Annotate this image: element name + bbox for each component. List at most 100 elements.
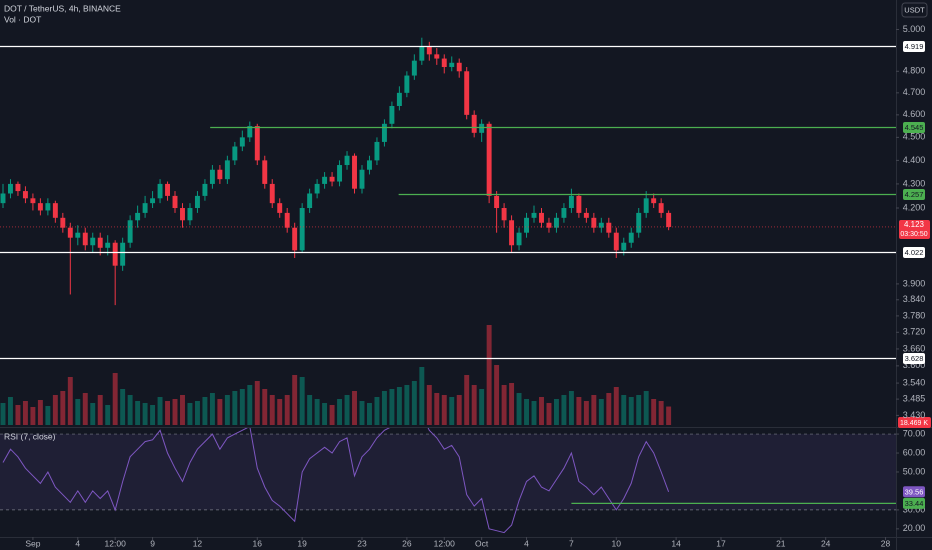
x-tick-label: 19 bbox=[297, 538, 307, 548]
unit-button-label[interactable]: USDT bbox=[904, 5, 925, 14]
volume-bar bbox=[531, 401, 537, 425]
candle-body bbox=[120, 242, 126, 266]
volume-bar bbox=[165, 401, 171, 425]
candle-body bbox=[501, 208, 507, 221]
candle-body bbox=[217, 169, 223, 180]
candle-body bbox=[187, 208, 193, 221]
volume-label: 18.469 K bbox=[900, 420, 928, 427]
candle-body bbox=[367, 160, 372, 170]
volume-bar bbox=[359, 401, 365, 425]
volume-bar bbox=[120, 389, 126, 425]
unit-button[interactable] bbox=[901, 2, 928, 18]
volume-bar bbox=[187, 403, 193, 425]
volume-bar bbox=[486, 325, 492, 425]
volume-bar bbox=[97, 395, 103, 425]
volume-bar bbox=[142, 403, 148, 425]
volume-bar bbox=[60, 391, 66, 425]
volume-bar bbox=[299, 377, 305, 425]
y-tick-label: 5.000 bbox=[903, 24, 926, 34]
candle-body bbox=[247, 126, 253, 138]
volume-bar bbox=[180, 395, 185, 425]
y-tick-label: 3.780 bbox=[903, 310, 926, 320]
volume-bar bbox=[546, 403, 552, 425]
candle-body bbox=[239, 137, 245, 147]
y-tick-label: 30.00 bbox=[903, 504, 926, 514]
y-tick-label: 50.00 bbox=[903, 466, 926, 476]
candle-body bbox=[165, 183, 171, 196]
volume-bar bbox=[172, 399, 178, 425]
y-tick-label: 3.430 bbox=[903, 410, 926, 420]
y-tick-label: 60.00 bbox=[903, 447, 926, 457]
candle-body bbox=[277, 203, 283, 213]
volume-label-bg bbox=[898, 417, 931, 428]
volume-bar bbox=[0, 403, 6, 425]
x-tick-label: 21 bbox=[776, 538, 786, 548]
volume-bar bbox=[434, 393, 440, 425]
x-tick-label: 16 bbox=[253, 538, 263, 548]
y-tick-label: 3.540 bbox=[903, 377, 926, 387]
level-label: 33.44 bbox=[905, 499, 924, 508]
axes: 18.469 K 5.000 4.800 4.700 4.600 4.500 4.400 4.… bbox=[25, 24, 931, 548]
candle-body bbox=[606, 222, 612, 233]
rsi-title: RSI (7, close) bbox=[4, 431, 56, 441]
level-label: 3.628 bbox=[905, 354, 924, 363]
volume-bar bbox=[15, 405, 21, 425]
candle-body bbox=[643, 198, 649, 213]
volume-bar bbox=[232, 391, 238, 425]
volume-bar bbox=[224, 395, 230, 425]
volume-bar bbox=[82, 393, 88, 425]
volume-bar bbox=[494, 365, 500, 425]
candle-body bbox=[561, 208, 567, 218]
x-tick-label: 7 bbox=[569, 538, 574, 548]
candle-body bbox=[524, 217, 529, 233]
y-tick-label: 3.840 bbox=[903, 294, 926, 304]
last-price-label: 4.123 bbox=[904, 220, 925, 229]
volume-bar bbox=[516, 393, 522, 425]
candle-body bbox=[232, 146, 238, 161]
volume-bar bbox=[591, 395, 597, 425]
y-tick-label: 4.200 bbox=[903, 202, 926, 212]
volume-bar bbox=[666, 406, 672, 425]
volume-bar bbox=[658, 401, 664, 425]
candle-body bbox=[568, 195, 574, 209]
volume-bar bbox=[8, 397, 13, 425]
candle-body bbox=[516, 232, 522, 246]
volume-bar bbox=[381, 391, 387, 425]
volume-bar bbox=[621, 395, 627, 425]
candle-body bbox=[180, 208, 185, 221]
candle-body bbox=[621, 242, 627, 251]
volume-bar bbox=[247, 385, 253, 425]
candle-body bbox=[8, 183, 13, 194]
volume-bar bbox=[524, 399, 529, 425]
candle-body bbox=[658, 203, 664, 213]
candle-body bbox=[299, 208, 305, 251]
candle-body bbox=[90, 237, 96, 246]
rsi-value-bg bbox=[903, 486, 925, 498]
volume-bar bbox=[643, 391, 649, 425]
candle-body bbox=[269, 183, 275, 204]
volume-bar bbox=[396, 387, 402, 425]
volume-bar bbox=[52, 395, 58, 425]
volume-bar bbox=[539, 397, 544, 425]
candle-body bbox=[494, 195, 500, 209]
candle-body bbox=[127, 220, 133, 243]
candle-body bbox=[22, 191, 28, 199]
candle-body bbox=[172, 195, 178, 209]
volume-bar bbox=[194, 401, 200, 425]
volume-bar bbox=[479, 389, 485, 425]
candle-body bbox=[381, 123, 387, 142]
level-label-bg bbox=[903, 353, 925, 364]
volume-bar bbox=[135, 401, 141, 425]
x-tick-label: 28 bbox=[881, 538, 891, 548]
candle-body bbox=[202, 183, 208, 196]
level-label: 4.022 bbox=[905, 248, 924, 257]
x-tick-label: 24 bbox=[821, 538, 831, 548]
volume-bar bbox=[127, 395, 133, 425]
level-label-bg bbox=[903, 247, 925, 258]
candle-body bbox=[284, 212, 290, 228]
x-tick-label: 12:00 bbox=[434, 538, 456, 548]
countdown-label: 03:30:50 bbox=[900, 231, 927, 238]
candle-body bbox=[389, 105, 395, 124]
x-tick-label: 4 bbox=[75, 538, 80, 548]
volume-bar bbox=[576, 397, 582, 425]
